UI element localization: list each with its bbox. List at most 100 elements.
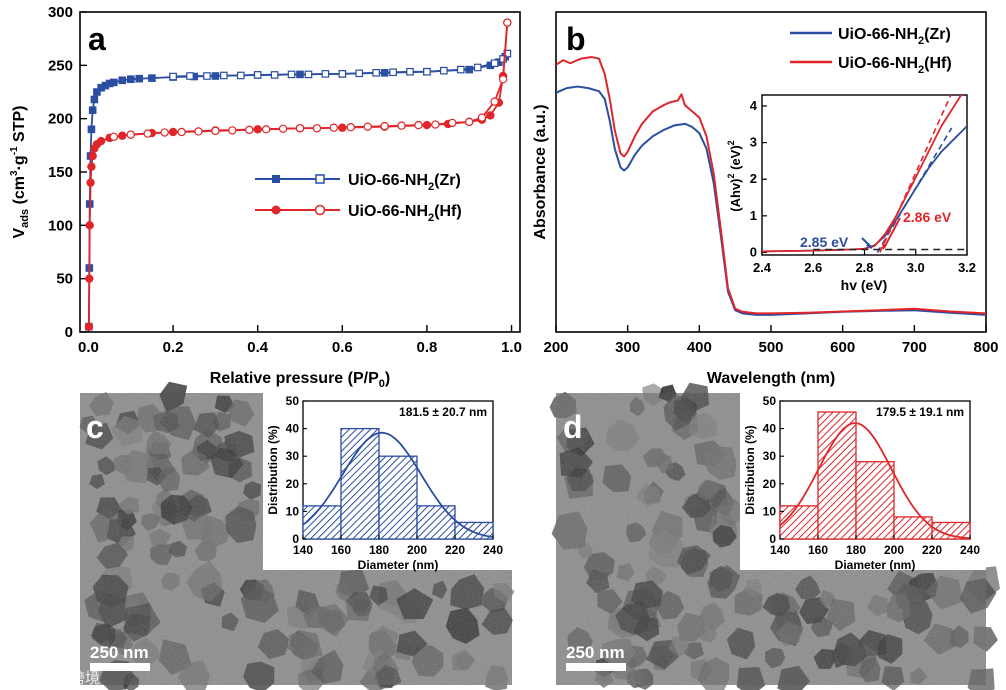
panel-b-ticks: 200 300 400 500 600 700 800 <box>543 325 999 356</box>
panel-b-xlabel: Wavelength (nm) <box>707 370 835 387</box>
hist-bar <box>893 516 933 540</box>
hist-ytick-label: 30 <box>286 449 300 463</box>
hist-ytick-label: 40 <box>763 422 777 436</box>
panel-a-point-hf <box>295 124 305 133</box>
hist-annotation: 181.5 ± 20.7 nm <box>399 405 487 419</box>
panel-b-xtick-label: 500 <box>758 339 783 356</box>
panel-b-series <box>556 56 986 316</box>
panel-a-ytick-label: 200 <box>48 111 73 128</box>
hist-bar <box>779 505 819 540</box>
panel-a-point-zr <box>148 74 156 82</box>
panel-a-xtick-label: 0.2 <box>163 339 184 356</box>
panel-a-series-line <box>87 53 509 327</box>
inset-ticks: 2.4 2.6 2.8 3.0 3.2 0 1 2 3 4 <box>750 98 976 275</box>
panel-a-point-hf <box>211 126 220 136</box>
panel-a-point-hf <box>503 18 512 27</box>
hist-bar <box>340 427 380 540</box>
hist-ytick-label: 50 <box>286 394 300 408</box>
panel-a-point-zr <box>236 71 245 80</box>
panel-a-point-hf <box>448 118 457 128</box>
panel-b-xtick-label: 300 <box>615 339 640 356</box>
inset-xtick-label: 2.8 <box>855 260 873 275</box>
hist-xtick-label: 200 <box>407 543 427 557</box>
panel-a-point-hf <box>363 122 372 131</box>
hist-xtick-label: 200 <box>884 543 904 557</box>
legend-label-hf: UiO-66-NH2(Hf) <box>348 203 462 224</box>
hist-ytick-label: 10 <box>286 504 300 518</box>
panel-a-point-hf <box>477 113 487 122</box>
panel-label-c: c <box>86 409 104 445</box>
panel-a-point-hf <box>278 124 288 134</box>
panel-a-point-hf <box>397 121 406 130</box>
panel-b-xtick-label: 700 <box>902 339 927 356</box>
panel-b-inset: 2.4 2.6 2.8 3.0 3.2 0 1 2 3 4 2.85 eV 2.86 eV hv … <box>726 94 976 293</box>
panel-a-point-hf <box>88 151 97 161</box>
hist-xtick-label: 180 <box>369 543 389 557</box>
hist-xtick-label: 140 <box>770 543 790 557</box>
panel-a-point-zr <box>440 66 448 75</box>
panel-b-xtick-label: 200 <box>543 339 568 356</box>
hist-ytick-label: 20 <box>286 477 300 491</box>
hist-xtick-label: 160 <box>808 543 828 557</box>
panel-c: c 250 nm 140 160 180 200 220 240 0 10 20 30 40 50 18… <box>79 381 515 690</box>
hist-ytick-label: 30 <box>763 449 777 463</box>
panel-a-point-hf <box>431 120 440 129</box>
panel-a-point-zr <box>93 88 101 96</box>
inset-xtick-label: 2.4 <box>753 260 772 275</box>
inset-annotation-hf: 2.86 eV <box>903 209 952 225</box>
panel-a-point-zr <box>110 78 118 87</box>
panel-a-ytick-label: 150 <box>48 164 73 181</box>
hist-ylabel: Distribution (%) <box>743 425 757 514</box>
panel-a-point-zr <box>423 67 431 76</box>
panel-a-point-hf <box>312 124 322 133</box>
panel-a-point-zr <box>135 74 144 83</box>
panel-a-point-hf <box>194 127 203 136</box>
inset-annotation-zr: 2.85 eV <box>800 234 849 250</box>
panel-a-point-hf <box>245 125 254 135</box>
hist-xlabel: Diameter (nm) <box>835 558 916 572</box>
inset-xtick-label: 3.2 <box>958 260 976 275</box>
inset-tangent-hf <box>879 95 952 253</box>
inset-arrow-hf <box>883 217 901 249</box>
panel-a-point-zr <box>473 63 482 72</box>
inset-series <box>762 95 967 253</box>
legend-label-zr: UiO-66-NH2(Zr) <box>348 172 461 193</box>
panel-a-point-zr <box>406 67 414 76</box>
hist-xtick-label: 140 <box>293 543 313 557</box>
panel-b-legend: UiO-66-NH2(Zr) UiO-66-NH2(Hf) <box>790 26 952 76</box>
panel-a-legend: UiO-66-NH2(Zr) UiO-66-NH2(Hf) <box>255 172 462 224</box>
scale-bar-d <box>566 663 626 671</box>
legend-marker-zr-des <box>315 174 325 184</box>
panel-b-xtick-label: 400 <box>687 339 712 356</box>
panel-a-point-zr <box>372 68 380 77</box>
hist-ytick-label: 50 <box>763 394 777 408</box>
legend-label-b-zr: UiO-66-NH2(Zr) <box>838 26 951 47</box>
panel-a-xtick-label: 0.4 <box>247 339 269 356</box>
panel-a-point-zr <box>490 59 499 68</box>
panel-a-point-hf <box>465 117 474 127</box>
inset-ytick-label: 1 <box>750 208 757 223</box>
scale-bar-label-d: 250 nm <box>566 643 625 662</box>
panel-b-xtick-label: 600 <box>830 339 855 356</box>
panel-b-ylabel: Absorbance (a.u.) <box>532 104 549 239</box>
panel-a: 0.0 0.2 0.4 0.6 0.8 1.0 0 50 100 150 200 250 300 a U… <box>9 4 522 390</box>
panel-a-point-hf <box>261 125 271 134</box>
panel-a-point-zr <box>90 95 99 104</box>
hist-d: 140 160 180 200 220 240 0 10 20 30 40 50 179.5 ± 19.… <box>743 394 980 572</box>
inset-arrowhead-zr <box>866 243 872 249</box>
inset-ytick-label: 4 <box>750 98 758 113</box>
inset-frame <box>761 94 968 256</box>
hist-annotation: 179.5 ± 19.1 nm <box>876 405 964 419</box>
panel-a-point-hf <box>96 136 106 146</box>
inset-ytick-label: 3 <box>750 135 757 150</box>
panel-a-point-hf <box>109 132 119 141</box>
inset-xtick-label: 3.0 <box>907 260 925 275</box>
hist-bar <box>302 505 342 540</box>
hist-ytick-label: 0 <box>292 532 299 546</box>
inset-ytick-label: 0 <box>750 244 757 259</box>
scale-bar-c <box>90 663 150 671</box>
panel-a-point-zr <box>338 70 347 78</box>
panel-a-xtick-label: 0.0 <box>78 339 99 356</box>
panel-a-point-hf <box>380 121 389 131</box>
panel-a-series <box>84 18 512 331</box>
